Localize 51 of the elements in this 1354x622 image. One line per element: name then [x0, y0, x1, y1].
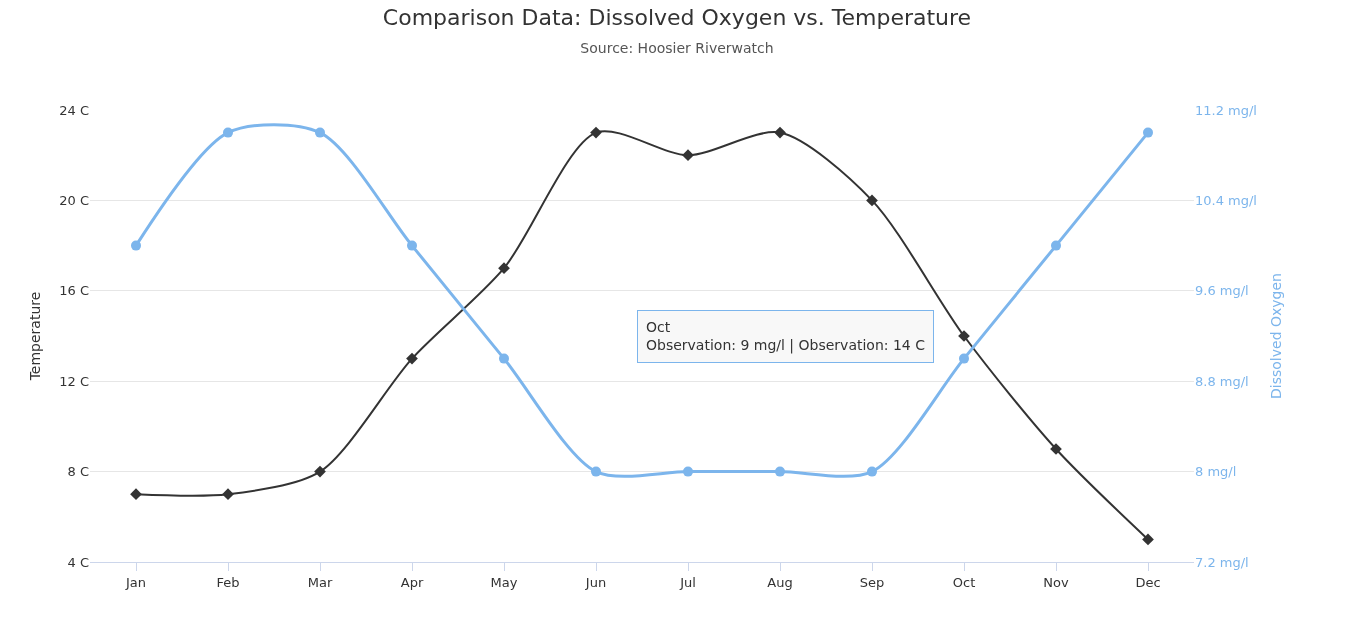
point [131, 240, 141, 251]
point [314, 465, 326, 478]
point [1142, 533, 1154, 546]
x-tick-label: Apr [400, 574, 424, 590]
x-tick-label: Mar [307, 574, 333, 590]
point [775, 466, 785, 477]
point [498, 262, 510, 275]
point [407, 240, 417, 251]
y2-tick-label: 10.4 mg/l [1195, 192, 1257, 208]
x-tick-label: Nov [1043, 574, 1069, 590]
y-tick-label: 8 C [67, 464, 89, 480]
y2-tick-label: 8 mg/l [1195, 464, 1237, 480]
point [774, 126, 786, 139]
y-tick-label: 20 C [59, 192, 89, 208]
point [867, 466, 877, 477]
point [1143, 127, 1153, 138]
point [222, 488, 234, 501]
y-tick-label: 4 C [67, 554, 89, 570]
point [406, 352, 418, 365]
point [591, 466, 601, 477]
x-tick-label: Jun [584, 574, 607, 590]
point [590, 126, 602, 139]
x-tick-label: May [490, 574, 518, 590]
chart-subtitle: Source: Hoosier Riverwatch [580, 40, 774, 57]
y2-tick-label: 9.6 mg/l [1195, 283, 1249, 299]
x-tick-label: Jul [679, 574, 696, 590]
point [223, 127, 233, 138]
x-tick-label: Feb [216, 574, 240, 590]
y2-tick-label: 7.2 mg/l [1195, 554, 1249, 570]
point [315, 127, 325, 138]
point [1051, 240, 1061, 251]
y2-axis-title: Dissolved Oxygen [1268, 273, 1285, 399]
chart-title: Comparison Data: Dissolved Oxygen vs. Temperature [382, 4, 972, 30]
annotation: Oct Observation: 9 mg/l | Observation: 14 C [646, 319, 926, 355]
y-tick-label: 12 C [59, 373, 89, 389]
y-axis-title: Temperature [26, 291, 43, 382]
x-tick-label: Jan [124, 574, 147, 590]
y-tick-label: 16 C [59, 283, 89, 299]
x-tick-label: Sep [859, 574, 885, 590]
point [499, 353, 509, 364]
x-tick-label: Aug [767, 574, 793, 590]
x-tick-label: Dec [1135, 574, 1161, 590]
point [866, 194, 878, 207]
x-tick-label: Oct [952, 574, 976, 590]
point [683, 466, 693, 477]
point [959, 353, 969, 364]
point [682, 149, 694, 162]
point [130, 488, 142, 501]
y2-tick-label: 11.2 mg/l [1195, 102, 1257, 118]
y2-tick-label: 8.8 mg/l [1195, 373, 1249, 389]
y-tick-label: 24 C [59, 102, 89, 118]
